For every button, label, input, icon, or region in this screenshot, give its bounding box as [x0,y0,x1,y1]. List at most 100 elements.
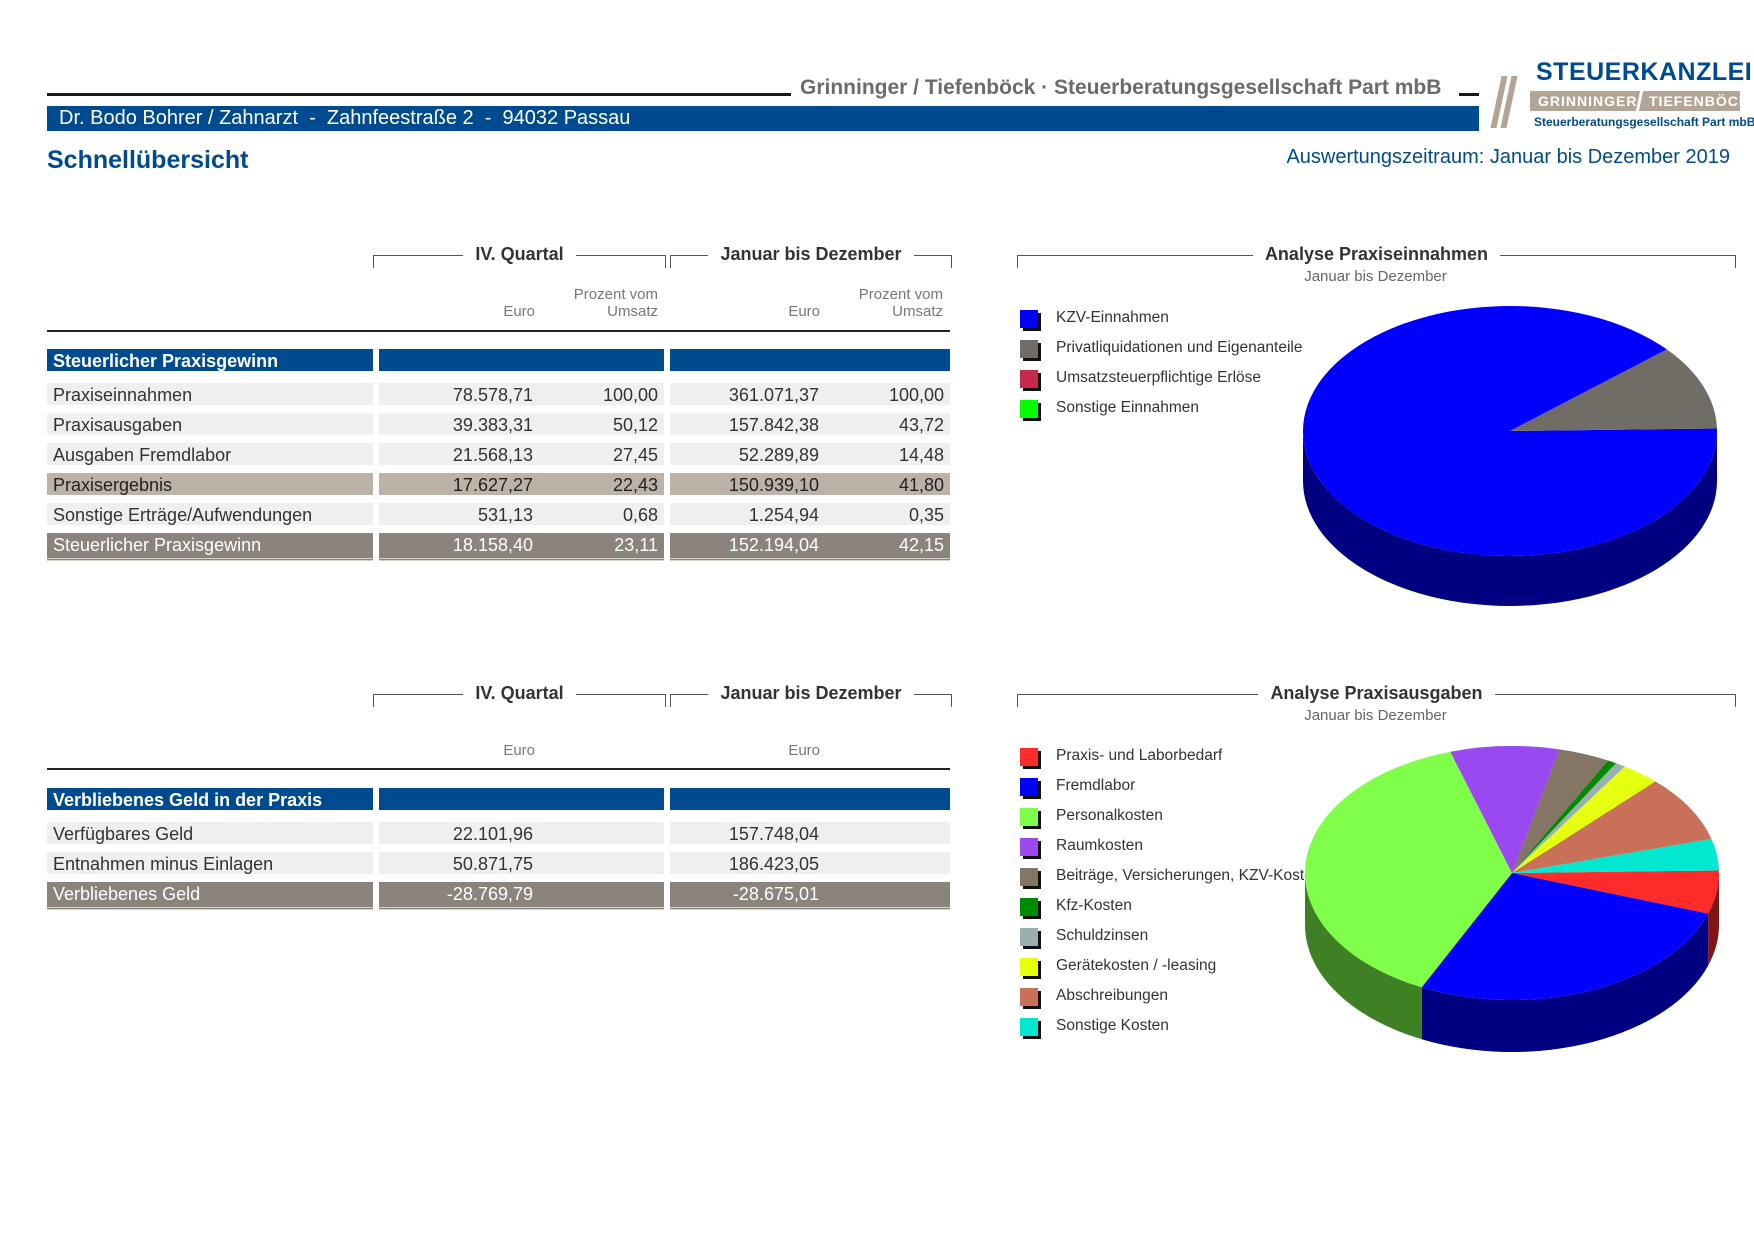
legend-item: KZV-Einnahmen [1020,308,1312,338]
row-y-eur: 52.289,89 [670,443,825,467]
legend-swatch [1020,370,1038,388]
legend-label: Fremdlabor [1056,777,1136,794]
row-label: Ausgaben Fremdlabor [47,443,373,467]
legend-swatch [1020,340,1038,358]
legend-swatch [1020,310,1038,328]
evaluation-period: Auswertungszeitraum: Januar bis Dezember… [1286,146,1730,168]
row-y-eur: 152.194,04 [670,533,825,561]
row-y-pct: 42,15 [825,533,950,561]
row-y-eur: 150.939,10 [670,473,825,497]
section-fill-y [670,788,950,812]
legend-label: Sonstige Einnahmen [1056,399,1200,416]
legend-label: KZV-Einnahmen [1056,309,1169,326]
group-header-quarter: IV. Quartal [373,683,666,707]
group-header-year: Januar bis Dezember [670,244,952,268]
chart-title: Analyse Praxiseinnahmen [1252,244,1501,264]
legend-item: Umsatzsteuerpflichtige Erlöse [1020,368,1312,398]
row-label: Praxisergebnis [47,473,373,497]
group-label-quarter: IV. Quartal [463,683,576,703]
row-q-eur: 21.568,13 [379,443,539,467]
row-q-eur: 78.578,71 [379,383,539,407]
income-pie-chart [1303,305,1717,606]
legend-swatch [1020,868,1038,886]
row-q-pct: 50,12 [539,413,664,437]
group-label-year: Januar bis Dezember [708,244,914,264]
legend-item: Sonstige Einnahmen [1020,398,1312,428]
group-label-quarter: IV. Quartal [463,244,576,264]
income-chart-frame: Analyse Praxiseinnahmen [1017,244,1736,268]
row-label: Steuerlicher Praxisgewinn [47,533,373,561]
row-y-pct: 43,72 [825,413,950,437]
pie-slice-side [1421,913,1709,1052]
pie-slice [1421,873,1709,1000]
legend-label: Raumkosten [1056,837,1144,854]
group-label-year: Januar bis Dezember [708,683,914,703]
client-bar: Dr. Bodo Bohrer / Zahnarzt - Zahnfeestra… [47,106,1479,131]
legend-label: Sonstige Kosten [1056,1017,1169,1034]
row-label: Praxisausgaben [47,413,373,437]
legend-label: Gerätekosten / -leasing [1056,957,1217,974]
legend-item: Privatliquidationen und Eigenanteile [1020,338,1312,368]
pie-slice [1512,838,1719,873]
row-y-eur: 1.254,94 [670,503,825,527]
legend-swatch [1020,928,1038,946]
legend-item: Raumkosten [1020,836,1308,866]
row-y-eur: 361.071,37 [670,383,825,407]
col-euro-y: Euro [788,303,820,320]
row-label: Verbliebenes Geld [47,882,373,910]
legend-label: Umsatzsteuerpflichtige Erlöse [1056,369,1262,386]
legend-swatch [1020,748,1038,766]
income-legend: KZV-Einnahmen Privatliquidationen und Ei… [1020,308,1312,438]
client-info: Dr. Bodo Bohrer / Zahnarzt - Zahnfeestra… [59,107,631,129]
legend-label: Privatliquidationen und Eigenanteile [1056,339,1303,356]
row-q-eur: 50.871,75 [379,852,664,876]
col-pct-y: Prozent vom Umsatz [858,286,943,320]
row-y-pct: 100,00 [825,383,950,407]
row-y-eur: 157.748,04 [670,822,950,846]
legend-swatch [1020,808,1038,826]
pie-slice [1512,870,1719,914]
pie-slice [1512,763,1625,873]
row-q-pct: 27,45 [539,443,664,467]
row-y-pct: 41,80 [825,473,950,497]
section-title: Verbliebenes Geld in der Praxis [47,788,373,812]
row-y-eur: -28.675,01 [670,882,950,910]
legend-swatch [1020,898,1038,916]
pie-slice-side [1305,873,1422,1040]
header-divider [47,768,950,770]
chart-subtitle: Januar bis Dezember [1304,268,1447,285]
logo-title: STEUERKANZLEI [1536,58,1753,86]
logo-left: GRINNINGER [1538,93,1638,109]
pie-slice-side [1708,873,1719,966]
legend-item: Schuldzinsen [1020,926,1308,956]
legend-item: Gerätekosten / -leasing [1020,956,1308,986]
legend-label: Beiträge, Versicherungen, KZV-Kosten [1056,867,1308,884]
expense-legend: Praxis- und Laborbedarf Fremdlabor Perso… [1020,746,1308,1056]
group-header-year: Januar bis Dezember [670,683,952,707]
legend-label: Kfz-Kosten [1056,897,1132,914]
pie-slice [1450,746,1560,873]
row-q-eur: 39.383,31 [379,413,539,437]
section-title: Steuerlicher Praxisgewinn [47,349,373,373]
group-header-quarter: IV. Quartal [373,244,666,268]
legend-swatch [1020,988,1038,1006]
pie-slice [1303,305,1717,556]
row-label: Praxiseinnahmen [47,383,373,407]
section-fill-q [379,349,664,373]
legend-swatch [1020,958,1038,976]
logo-stripes-icon [1490,76,1520,128]
pie-slice [1512,749,1609,873]
legend-item: Sonstige Kosten [1020,1016,1308,1046]
row-label: Verfügbares Geld [47,822,373,846]
chart-title: Analyse Praxisausgaben [1258,683,1495,703]
col-pct-q: Prozent vom Umsatz [573,286,658,320]
legend-label: Abschreibungen [1056,987,1169,1004]
firm-name: Grinninger / Tiefenböck · Steuerberatung… [800,76,1442,99]
legend-swatch [1020,838,1038,856]
row-y-eur: 186.423,05 [670,852,950,876]
legend-item: Personalkosten [1020,806,1308,836]
row-label: Sonstige Erträge/Aufwendungen [47,503,373,527]
section-fill-y [670,349,950,373]
row-label: Entnahmen minus Einlagen [47,852,373,876]
pie-slice [1305,751,1512,988]
